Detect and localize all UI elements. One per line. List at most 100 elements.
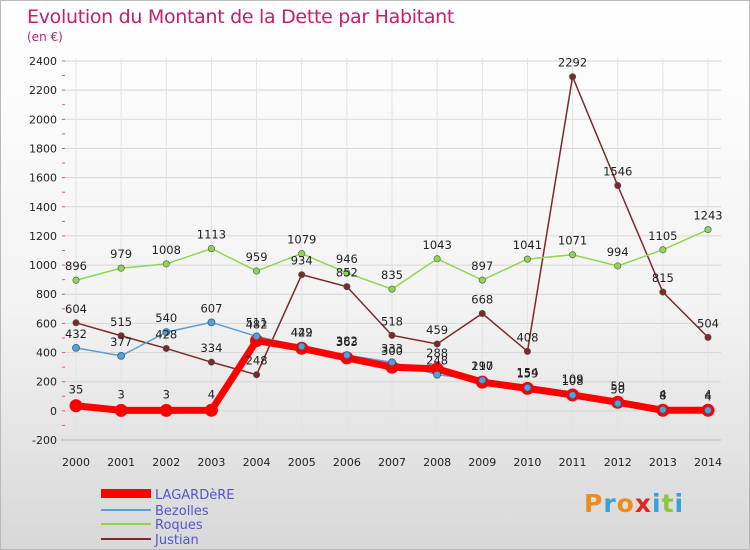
series-lines (69, 73, 715, 417)
data-point (69, 399, 83, 413)
x-tick-label: 2004 (243, 456, 271, 469)
data-label: 432 (65, 327, 87, 341)
data-label: 482 (246, 318, 268, 332)
y-tick-label: 1400 (29, 201, 57, 214)
x-tick-label: 2008 (423, 456, 451, 469)
data-label: 1546 (603, 164, 632, 178)
data-label: 429 (291, 325, 313, 339)
x-tick-label: 2014 (694, 456, 722, 469)
legend-label: LAGARDèRE (155, 488, 234, 503)
data-point (568, 391, 577, 400)
data-label: 428 (155, 327, 177, 341)
data-point (342, 351, 351, 360)
x-tick-label: 2005 (288, 456, 316, 469)
data-label: 2292 (558, 56, 587, 70)
data-label: 8 (659, 389, 666, 403)
data-label: 459 (426, 323, 448, 337)
data-label: 1105 (648, 229, 677, 243)
data-label: 668 (471, 292, 493, 306)
data-point (388, 331, 396, 339)
data-label: 333 (381, 341, 403, 355)
data-point (614, 262, 622, 270)
x-tick-label: 2002 (152, 456, 180, 469)
data-point (72, 319, 80, 327)
data-label: 1008 (152, 243, 181, 257)
data-label: 515 (110, 315, 132, 329)
data-point (704, 226, 712, 234)
x-tick-label: 2001 (107, 456, 135, 469)
y-tick-label: 800 (36, 288, 57, 301)
x-tick-label: 2012 (604, 456, 632, 469)
data-point (117, 351, 126, 360)
data-label: 3 (117, 387, 124, 401)
data-label: 1043 (423, 238, 452, 252)
legend-swatch (101, 489, 151, 498)
data-label: 979 (110, 247, 132, 261)
data-point (523, 383, 532, 392)
x-tick-label: 2003 (197, 456, 225, 469)
data-label: 109 (562, 372, 584, 386)
data-label: 248 (246, 354, 268, 368)
y-tick-label: 1800 (29, 142, 57, 155)
data-point (478, 309, 486, 317)
x-tick-label: 2007 (378, 456, 406, 469)
data-label: 511 (246, 315, 268, 329)
data-point (433, 370, 442, 379)
data-point (478, 276, 486, 284)
data-label: 1071 (558, 234, 587, 248)
data-point (569, 251, 577, 259)
data-point (297, 342, 306, 351)
y-tick-label: 400 (36, 347, 57, 360)
data-label: 382 (336, 334, 358, 348)
data-label: 4 (704, 387, 711, 401)
data-label: 852 (336, 266, 358, 280)
y-tick-label: 2000 (29, 113, 57, 126)
data-label: 4 (208, 387, 215, 401)
data-label: 248 (426, 354, 448, 368)
data-label: 934 (291, 254, 313, 268)
data-point (72, 276, 80, 284)
data-point (659, 246, 667, 254)
data-label: 994 (607, 245, 629, 259)
data-label: 835 (381, 268, 403, 282)
data-point (204, 403, 218, 417)
data-point (298, 250, 306, 258)
data-label: 108 (562, 374, 584, 388)
data-point (433, 255, 441, 263)
data-point (388, 358, 396, 367)
data-label: 35 (69, 383, 84, 397)
data-label: 1113 (197, 228, 226, 242)
data-label: 334 (200, 341, 222, 355)
data-point (253, 267, 261, 275)
data-point (523, 255, 531, 263)
chart-title: Evolution du Montant de la Dette par Hab… (27, 6, 455, 28)
y-tick-label: 1600 (29, 172, 57, 185)
y-tick-label: 2200 (29, 84, 57, 97)
data-point (614, 181, 622, 189)
data-label: 518 (381, 314, 403, 328)
x-tick-label: 2013 (649, 456, 677, 469)
data-label: 604 (65, 302, 87, 316)
data-label: 504 (697, 316, 719, 330)
data-label: 897 (471, 259, 493, 273)
data-label: 159 (516, 367, 538, 381)
data-point (523, 347, 531, 355)
data-point (659, 288, 667, 296)
data-point (117, 264, 125, 272)
data-point (117, 332, 125, 340)
data-label: 50 (610, 383, 625, 397)
y-tick-label: 1000 (29, 259, 57, 272)
data-label: 363 (336, 335, 358, 349)
data-point (162, 260, 170, 268)
data-label: 815 (652, 271, 674, 285)
data-point (162, 328, 171, 337)
data-label: 442 (291, 325, 313, 339)
x-tick-label: 2000 (62, 456, 90, 469)
data-point (343, 269, 351, 277)
x-tick-label: 2009 (468, 456, 496, 469)
data-point (613, 399, 622, 408)
legend-label: Bezolles (155, 504, 209, 519)
y-tick-label: 0 (50, 405, 57, 418)
data-label: 540 (155, 311, 177, 325)
data-point (343, 283, 351, 291)
